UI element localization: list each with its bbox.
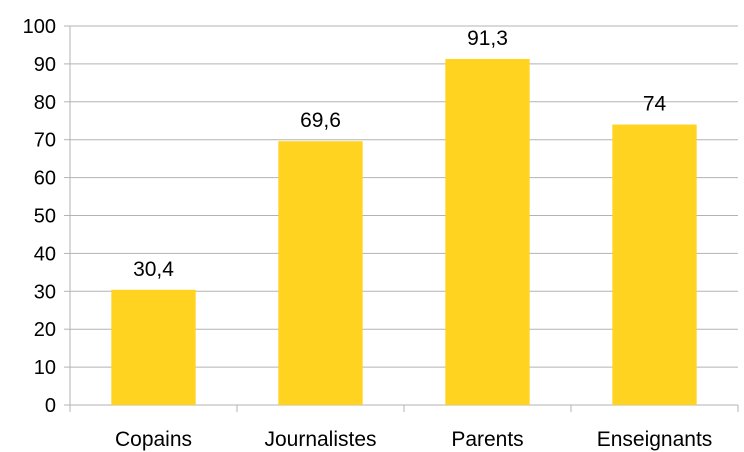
y-tick-label: 0 [45, 395, 56, 417]
bar-enseignants [612, 124, 697, 405]
y-tick-label: 100 [23, 16, 56, 38]
x-tick-label: Enseignants [597, 428, 713, 451]
x-tick-label: Journalistes [264, 428, 376, 451]
data-label: 74 [643, 93, 667, 116]
x-tick-label: Copains [115, 428, 192, 451]
data-label: 30,4 [133, 258, 174, 281]
y-tick-label: 90 [34, 54, 56, 76]
y-tick-label: 50 [34, 206, 56, 228]
labels: 0 10 20 30 40 50 60 70 80 90 100 30,4 Copains 69,6 Jou… [23, 16, 713, 451]
y-tick-label: 30 [34, 281, 56, 303]
y-tick-label: 20 [34, 319, 56, 341]
y-tick-label: 10 [34, 357, 56, 379]
bar-parents [445, 58, 530, 406]
bar-journalistes [278, 141, 363, 405]
bars [111, 58, 697, 406]
bar-copains [111, 289, 196, 405]
x-tick-label: Parents [451, 428, 523, 451]
data-label: 91,3 [467, 27, 508, 50]
y-tick-label: 70 [34, 130, 56, 152]
data-label: 69,6 [300, 109, 341, 132]
y-tick-label: 40 [34, 243, 56, 265]
y-tick-label: 80 [34, 92, 56, 114]
y-tick-label: 60 [34, 168, 56, 190]
